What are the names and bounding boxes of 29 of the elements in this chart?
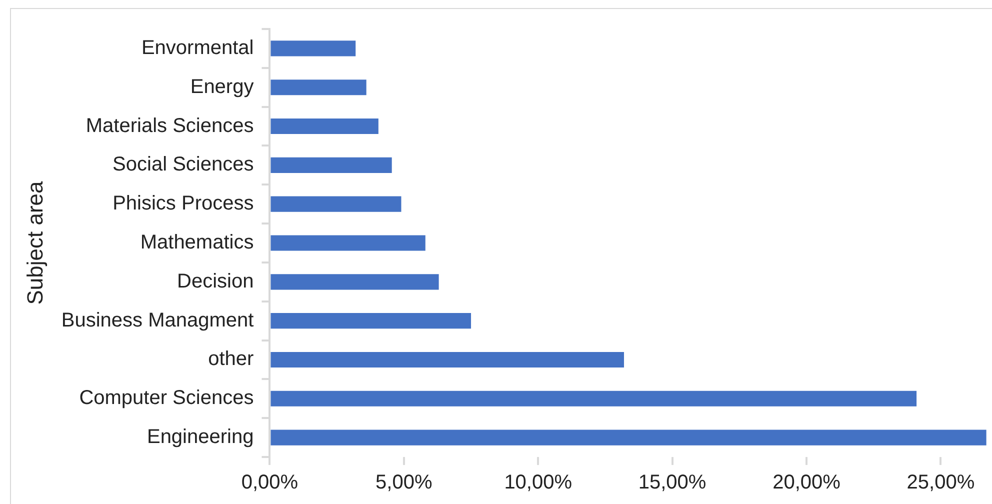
x-tick-label: 20,00% bbox=[772, 472, 841, 494]
bar bbox=[270, 313, 472, 329]
x-tick-label: 15,00% bbox=[638, 472, 706, 494]
y-tick-label: Materials Sciences bbox=[86, 114, 254, 137]
y-tick-label: Mathematics bbox=[140, 232, 254, 254]
x-tick-label: 25,00% bbox=[906, 472, 975, 494]
y-tick-label: other bbox=[208, 348, 254, 370]
y-tick-label: Phisics Process bbox=[112, 192, 254, 215]
x-tick-label: 10,00% bbox=[504, 472, 572, 494]
bar bbox=[270, 430, 986, 446]
bar bbox=[270, 157, 392, 173]
bar bbox=[270, 390, 917, 406]
y-axis-title: Subject area bbox=[22, 180, 48, 305]
x-tick-label: 5,00% bbox=[376, 472, 432, 494]
y-tick-label: Envormental bbox=[141, 36, 254, 59]
y-tick-label: Engineering bbox=[146, 426, 254, 448]
bar bbox=[270, 40, 356, 56]
y-tick-label: Social Sciences bbox=[112, 154, 254, 176]
bar bbox=[270, 118, 378, 134]
y-tick-label: Energy bbox=[190, 76, 254, 98]
bar bbox=[270, 196, 402, 212]
bar bbox=[270, 274, 439, 290]
bar bbox=[270, 235, 426, 251]
y-tick-label: Computer Sciences bbox=[79, 387, 254, 410]
bar bbox=[270, 80, 366, 96]
bar bbox=[270, 352, 624, 368]
y-tick-label: Business Managment bbox=[61, 309, 254, 332]
y-tick-label: Decision bbox=[177, 270, 254, 292]
x-tick-label: 0,00% bbox=[241, 472, 298, 494]
